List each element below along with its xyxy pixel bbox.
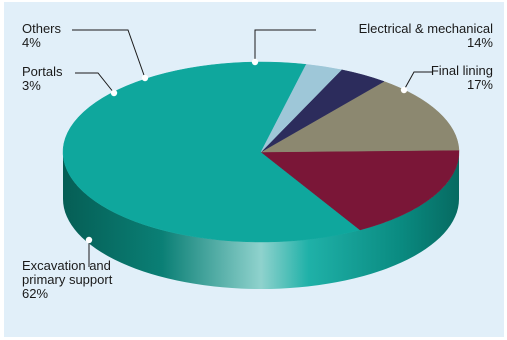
value-final-lining: 17% <box>467 77 493 92</box>
value-electrical-mechanical: 14% <box>467 35 493 50</box>
value-others: 4% <box>22 35 41 50</box>
leader-dot-electrical-mechanical <box>251 58 259 66</box>
pie-side-wall <box>63 152 459 289</box>
label-line-electrical-mechanical: Electrical & mechanical <box>359 21 493 36</box>
slice-side-excavation-and-primary-support <box>63 152 459 289</box>
label-line-others: Others <box>22 21 62 36</box>
slice-final-lining <box>260 149 460 231</box>
leader-line-others <box>72 29 146 79</box>
pie-slices <box>62 61 460 243</box>
label-line-final-lining: Final lining <box>431 63 493 78</box>
value-portals: 3% <box>22 78 41 93</box>
value-excavation-and-primary-support: 62% <box>22 286 48 301</box>
label-portals: Portals 3% <box>22 64 63 93</box>
slice-portals <box>260 64 343 153</box>
label-line-excavation-and-primary-support: Excavation and <box>22 258 111 273</box>
label-final-lining: Final lining 17% <box>431 63 494 92</box>
leader-dot-excavation-and-primary-support <box>85 236 93 244</box>
leader-dot-final-lining <box>400 86 408 94</box>
leader-line-electrical-mechanical <box>254 29 316 62</box>
slice-excavation-and-primary-support <box>62 61 361 243</box>
label-line-portals: Portals <box>22 64 63 79</box>
slice-electrical-mechanical <box>260 81 460 153</box>
label-others: Others 4% <box>22 21 62 50</box>
label-excavation-and-primary-support: Excavation and primary support 62% <box>22 258 113 301</box>
label-line-excavation-and-primary-support: primary support <box>22 272 113 287</box>
label-electrical-mechanical: Electrical & mechanical 14% <box>359 21 494 50</box>
leader-dot-others <box>141 74 149 82</box>
leader-line-portals <box>75 72 115 94</box>
leader-line-final-lining <box>403 71 432 91</box>
leader-dot-portals <box>110 89 118 97</box>
pie-labels: Excavation and primary support 62% Final li… <box>22 21 493 301</box>
